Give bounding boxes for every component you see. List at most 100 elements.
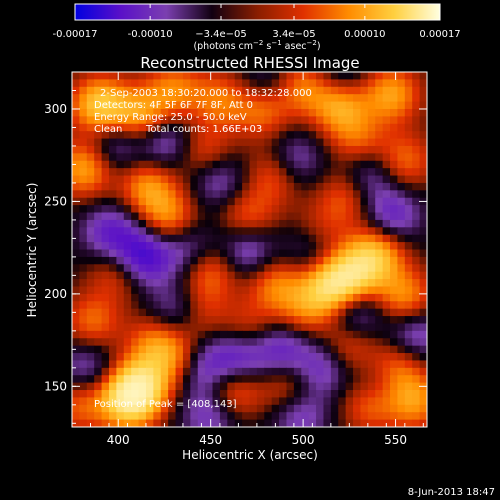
heatmap-cell [316,131,324,140]
heatmap-cell [212,382,221,391]
heatmap-cell [323,108,332,117]
heatmap-cell [101,330,110,339]
heatmap-cell [94,212,103,221]
heatmap-cell [345,360,354,369]
heatmap-cell [271,353,280,361]
heatmap-cell [271,323,280,332]
heatmap-cell [153,205,162,214]
heatmap-cell [234,330,243,339]
heatmap-cell [316,419,324,428]
heatmap-cell [419,330,428,339]
heatmap-cell [108,175,117,184]
heatmap-cell [123,234,132,243]
heatmap-cell [279,219,287,228]
heatmap-cell [375,338,384,347]
heatmap-cell [94,175,103,184]
heatmap-cell [86,286,95,295]
heatmap-cell [308,168,317,177]
heatmap-cell [219,264,228,273]
heatmap-cell [301,72,310,80]
heatmap-cell [145,375,154,384]
heatmap-cell [412,271,421,280]
heatmap-cell [101,234,110,243]
heatmap-cell [72,168,80,177]
heatmap-cell [271,205,280,214]
heatmap-cell [316,242,324,250]
heatmap-cell [123,131,132,140]
heatmap-cell [316,404,324,413]
heatmap-cell [197,375,206,384]
heatmap-cell [367,419,376,428]
heatmap-cell [242,330,250,339]
heatmap-cell [123,101,132,110]
heatmap-cell [212,197,221,206]
heatmap-cell [412,138,421,147]
heatmap-cell [382,72,391,80]
heatmap-cell [138,138,147,147]
heatmap-cell [168,131,177,140]
heatmap-cell [234,323,243,332]
heatmap-cell [242,345,250,354]
heatmap-cell [116,227,125,236]
heatmap-cell [367,79,376,88]
heatmap-cell [138,108,147,117]
heatmap-cell [323,345,332,354]
heatmap-cell [123,182,132,191]
heatmap-cell [168,404,177,413]
heatmap-cell [227,271,236,280]
heatmap-cell [72,153,80,162]
heatmap-cell [205,153,214,162]
heatmap-cell [353,293,361,302]
heatmap-cell [353,375,361,384]
colorbar-ticks: -0.00017 -0.00010 −3.4e−05 3.4e−05 0.00010 0.… [53,4,461,40]
heatmap-cell [375,153,384,162]
heatmap-cell [367,94,376,103]
heatmap-cell [101,301,110,310]
heatmap-cell [404,101,413,110]
heatmap-cell [375,249,384,258]
heatmap-cell [182,123,191,132]
heatmap-cell [168,160,177,169]
footer-timestamp: 8-Jun-2013 18:47 [408,487,495,498]
heatmap-cell [190,286,199,295]
heatmap-cell [182,264,191,273]
heatmap-cell [138,153,147,162]
heatmap-cell [145,108,154,117]
heatmap-cell [116,353,125,361]
heatmap-cell [301,323,310,332]
heatmap-cell [271,153,280,162]
heatmap-cell [190,279,199,287]
heatmap-cell [308,382,317,391]
heatmap-cell [390,323,398,332]
heatmap-cell [375,242,384,250]
heatmap-cell [360,397,369,406]
heatmap-cell [205,293,214,302]
heatmap-cell [227,286,236,295]
heatmap-cell [72,375,80,384]
heatmap-cell [190,227,199,236]
heatmap-cell [301,108,310,117]
heatmap-cell [168,145,177,154]
heatmap-cell [360,131,369,140]
heatmap-cell [101,323,110,332]
heatmap-cell [205,205,214,214]
heatmap-cell [301,94,310,103]
heatmap-cell [286,86,295,95]
heatmap-cell [242,145,250,154]
heatmap-cell [108,108,117,117]
total-counts-annotation: Total counts: 1.66E+03 [145,124,262,135]
heatmap-cell [182,382,191,391]
heatmap-cell [168,108,177,117]
heatmap-cell [86,382,95,391]
heatmap-cell [397,168,406,177]
heatmap-cell [279,316,287,324]
heatmap-cell [323,86,332,95]
heatmap-cell [79,404,88,413]
heatmap-cell [79,108,88,117]
heatmap-cell [160,242,169,250]
heatmap-cell [279,419,287,428]
heatmap-cell [227,412,236,421]
heatmap-cell [101,249,110,258]
heatmap-cell [116,286,125,295]
heatmap-cell [160,212,169,221]
